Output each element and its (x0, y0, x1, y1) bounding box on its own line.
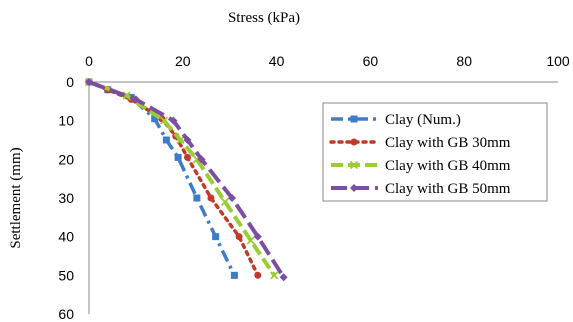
data-point (193, 194, 201, 202)
legend: Clay (Num.) Clay with GB 30mm Clay with GB… (322, 102, 548, 202)
series-layer (84, 77, 288, 282)
x-tick-label: 40 (269, 53, 285, 69)
data-point (207, 194, 215, 202)
y-tick-label: 20 (58, 151, 74, 167)
series-line (88, 80, 276, 277)
x-tick-label: 100 (546, 53, 570, 69)
legend-label: Clay with GB 30mm (385, 135, 511, 151)
legend-marker (350, 115, 358, 123)
data-point (183, 136, 192, 144)
data-point (270, 271, 279, 280)
data-point (253, 232, 262, 241)
legend-marker (350, 184, 358, 192)
y-tick-label: 10 (58, 113, 74, 129)
y-tick-label: 40 (58, 229, 74, 245)
data-point (197, 155, 206, 164)
data-point (220, 197, 230, 207)
data-point (279, 273, 288, 282)
data-point (151, 115, 159, 123)
data-point (212, 233, 220, 241)
data-point (228, 194, 237, 202)
y-tick-label: 0 (66, 74, 74, 90)
x-tick-label: 80 (456, 53, 472, 69)
data-point (230, 271, 238, 279)
series-line (88, 80, 286, 279)
legend-marker (350, 138, 358, 146)
data-point (183, 153, 191, 161)
y-tick-labels: 0 10 20 30 40 50 60 (58, 74, 74, 322)
legend-label: Clay with GB 50mm (385, 181, 511, 197)
x-tick-label: 0 (85, 53, 93, 69)
data-point (176, 135, 185, 145)
data-point (174, 153, 182, 161)
data-point (159, 116, 169, 125)
x-tick-label: 20 (175, 53, 191, 69)
data-point (162, 136, 170, 144)
data-point (254, 271, 262, 279)
x-tick-labels: 0 20 40 60 80 100 (85, 53, 570, 69)
x-axis-title: Stress (kPa) (228, 10, 300, 26)
y-tick-label: 60 (58, 306, 74, 322)
series-line (88, 80, 236, 277)
data-point (131, 95, 140, 104)
legend-label: Clay (Num.) (385, 112, 461, 128)
legend-label: Clay with GB 40mm (385, 158, 511, 174)
series-line (87, 80, 260, 278)
y-tick-label: 30 (58, 190, 74, 206)
data-point (235, 233, 243, 241)
legend-marker (349, 160, 359, 170)
data-point (85, 78, 93, 86)
y-tick-label: 50 (58, 267, 74, 283)
x-tick-label: 60 (363, 53, 379, 69)
data-point (246, 236, 255, 245)
data-point (169, 116, 178, 125)
y-axis-title: Settlement (mm) (8, 147, 24, 248)
